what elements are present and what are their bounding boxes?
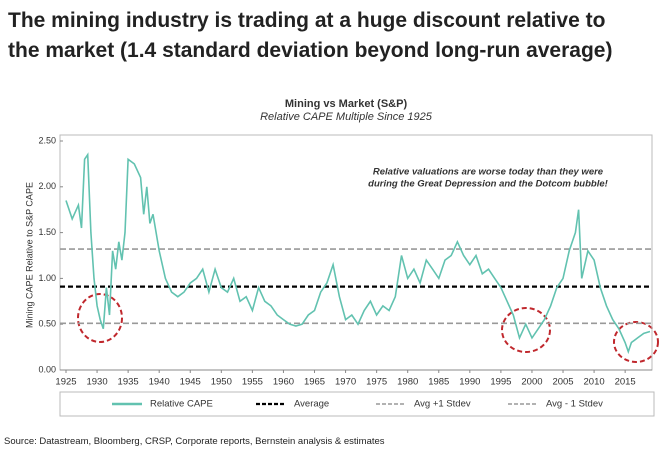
- chart-subtitle: Relative CAPE Multiple Since 1925: [260, 111, 433, 123]
- legend-label: Avg - 1 Stdev: [546, 399, 603, 410]
- y-tick-label: 1.00: [38, 273, 56, 283]
- x-tick-label: 1945: [180, 377, 201, 388]
- heading-line: The mining industry is trading at a huge…: [8, 9, 606, 32]
- x-tick-label: 2005: [552, 377, 573, 388]
- y-tick-label: 0.00: [38, 364, 56, 374]
- x-tick-label: 1990: [459, 377, 480, 388]
- annotation: Relative valuations are worse today than…: [373, 167, 604, 178]
- x-tick-label: 1965: [304, 377, 325, 388]
- x-tick-label: 1935: [118, 377, 139, 388]
- legend-frame: [59, 391, 655, 417]
- source-note: Source: Datastream, Bloomberg, CRSP, Cor…: [4, 436, 385, 447]
- legend-label: Avg +1 Stdev: [414, 399, 471, 410]
- annotation: during the Great Depression and the Dotc…: [368, 179, 608, 190]
- x-tick-label: 1975: [366, 377, 387, 388]
- x-tick-label: 2015: [615, 377, 636, 388]
- chart-title: Mining vs Market (S&P): [285, 98, 408, 110]
- highlight-circle: [613, 321, 659, 363]
- legend-label: Average: [294, 399, 329, 410]
- highlight-circle: [77, 293, 123, 343]
- x-tick-label: 1995: [490, 377, 511, 388]
- chart: Mining vs Market (S&P) Relative CAPE Mul…: [24, 98, 659, 417]
- x-tick-label: 1940: [149, 377, 170, 388]
- x-tick-label: 1930: [86, 377, 107, 388]
- heading-line: the market (1.4 standard deviation beyon…: [8, 39, 613, 62]
- data-line: [65, 152, 651, 355]
- x-tick-label: 2000: [521, 377, 542, 388]
- x-tick-label: 1960: [273, 377, 294, 388]
- x-tick-label: 1950: [211, 377, 232, 388]
- x-tick-label: 1955: [242, 377, 263, 388]
- y-axis-label: Mining CAPE Relative to S&P CAPE: [24, 182, 34, 328]
- y-tick-label: 1.50: [38, 227, 56, 237]
- y-tick-label: 2.00: [38, 181, 56, 191]
- x-tick-label: 1980: [397, 377, 418, 388]
- y-tick-label: 2.50: [38, 135, 56, 145]
- y-tick-label: 0.50: [38, 319, 56, 329]
- x-tick-label: 1970: [335, 377, 356, 388]
- x-tick-label: 1985: [428, 377, 449, 388]
- highlight-circle: [501, 307, 551, 353]
- legend-label: Relative CAPE: [150, 399, 213, 410]
- heading: The mining industry is trading at a huge…: [8, 6, 664, 66]
- x-tick-label: 1925: [55, 377, 76, 388]
- x-tick-label: 2010: [584, 377, 605, 388]
